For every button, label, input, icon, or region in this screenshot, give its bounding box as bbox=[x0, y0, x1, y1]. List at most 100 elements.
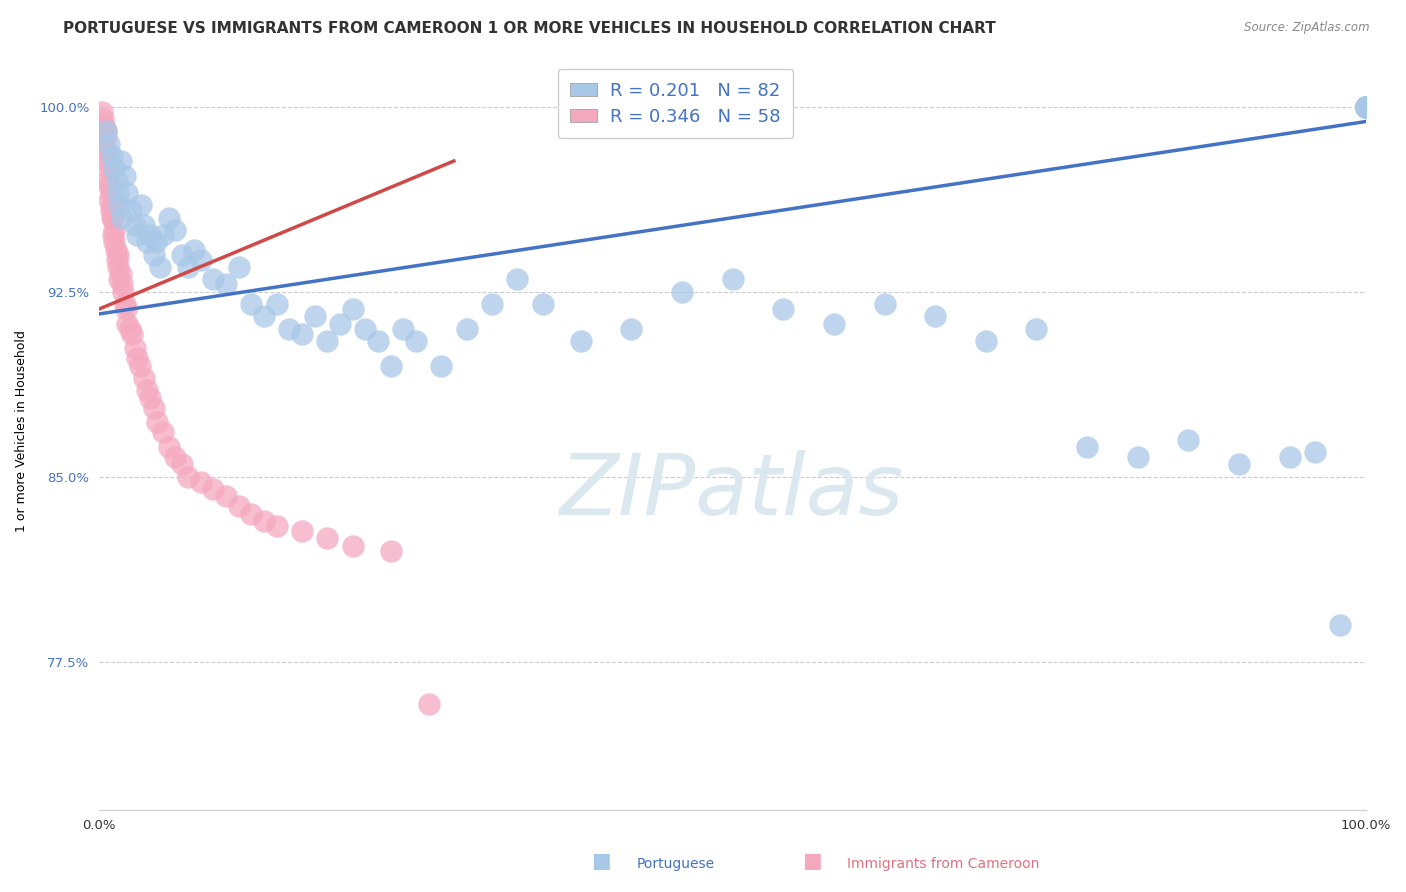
Point bbox=[342, 301, 364, 316]
Legend: R = 0.201   N = 82, R = 0.346   N = 58: R = 0.201 N = 82, R = 0.346 N = 58 bbox=[558, 69, 793, 138]
Point bbox=[202, 272, 225, 286]
Point bbox=[111, 277, 134, 292]
Point bbox=[120, 203, 142, 218]
Point bbox=[1177, 433, 1199, 447]
Point bbox=[1303, 445, 1326, 459]
Point bbox=[1354, 100, 1376, 114]
Point bbox=[114, 169, 136, 183]
Point bbox=[367, 334, 389, 348]
Point bbox=[129, 198, 152, 212]
Point bbox=[96, 153, 118, 168]
Point bbox=[228, 260, 250, 274]
Point bbox=[136, 235, 159, 250]
Point bbox=[165, 450, 187, 464]
Point bbox=[620, 322, 643, 336]
Point bbox=[100, 186, 122, 200]
Point bbox=[93, 136, 115, 151]
Point bbox=[91, 112, 114, 126]
Point bbox=[101, 198, 124, 212]
Point bbox=[569, 334, 592, 348]
Point bbox=[132, 371, 155, 385]
Point bbox=[228, 500, 250, 514]
Point bbox=[177, 469, 200, 483]
Point bbox=[103, 235, 125, 250]
Point bbox=[1126, 450, 1149, 464]
Point bbox=[215, 277, 238, 292]
Point bbox=[1354, 100, 1376, 114]
Point bbox=[104, 243, 127, 257]
Point bbox=[1354, 100, 1376, 114]
Point bbox=[1354, 100, 1376, 114]
Point bbox=[107, 248, 129, 262]
Point bbox=[98, 136, 121, 151]
Point bbox=[266, 297, 288, 311]
Text: PORTUGUESE VS IMMIGRANTS FROM CAMEROON 1 OR MORE VEHICLES IN HOUSEHOLD CORRELATI: PORTUGUESE VS IMMIGRANTS FROM CAMEROON 1… bbox=[63, 21, 995, 36]
Point bbox=[98, 194, 121, 208]
Point bbox=[266, 519, 288, 533]
Point bbox=[101, 227, 124, 242]
Point bbox=[304, 310, 326, 324]
Point bbox=[240, 507, 263, 521]
Y-axis label: 1 or more Vehicles in Household: 1 or more Vehicles in Household bbox=[15, 330, 28, 532]
Point bbox=[873, 297, 896, 311]
Point bbox=[97, 161, 120, 176]
Point bbox=[380, 543, 402, 558]
Point bbox=[772, 301, 794, 316]
Point bbox=[115, 186, 138, 200]
Point bbox=[108, 198, 131, 212]
Text: ZIPatlas: ZIPatlas bbox=[561, 450, 904, 533]
Point bbox=[1354, 100, 1376, 114]
Point bbox=[121, 326, 143, 341]
Point bbox=[112, 285, 135, 299]
Point bbox=[105, 252, 128, 267]
Point bbox=[101, 149, 124, 163]
Point bbox=[823, 317, 845, 331]
Point bbox=[103, 223, 125, 237]
Point bbox=[278, 322, 301, 336]
Point bbox=[152, 227, 174, 242]
Point bbox=[128, 359, 150, 373]
Point bbox=[157, 440, 180, 454]
Point bbox=[105, 174, 128, 188]
Point bbox=[1025, 322, 1047, 336]
Point bbox=[456, 322, 478, 336]
Point bbox=[110, 268, 132, 282]
Point bbox=[291, 524, 314, 538]
Point bbox=[111, 211, 134, 225]
Point bbox=[506, 272, 529, 286]
Point bbox=[354, 322, 377, 336]
Point bbox=[107, 260, 129, 274]
Point bbox=[1354, 100, 1376, 114]
Point bbox=[671, 285, 693, 299]
Point bbox=[97, 174, 120, 188]
Point bbox=[1278, 450, 1301, 464]
Point bbox=[481, 297, 503, 311]
Point bbox=[127, 351, 149, 366]
Point bbox=[110, 153, 132, 168]
Point bbox=[142, 401, 165, 415]
Point bbox=[1354, 100, 1376, 114]
Text: ■: ■ bbox=[801, 851, 823, 871]
Point bbox=[145, 235, 167, 250]
Point bbox=[1354, 100, 1376, 114]
Point bbox=[531, 297, 554, 311]
Point bbox=[107, 186, 129, 200]
Point bbox=[183, 243, 205, 257]
Point bbox=[157, 211, 180, 225]
Point bbox=[974, 334, 997, 348]
Text: Portuguese: Portuguese bbox=[636, 856, 714, 871]
Point bbox=[190, 252, 212, 267]
Point bbox=[1354, 100, 1376, 114]
Point bbox=[1227, 458, 1250, 472]
Text: Source: ZipAtlas.com: Source: ZipAtlas.com bbox=[1244, 21, 1369, 34]
Point bbox=[142, 248, 165, 262]
Point bbox=[316, 334, 339, 348]
Point bbox=[124, 218, 146, 232]
Point bbox=[215, 490, 238, 504]
Point bbox=[1354, 100, 1376, 114]
Point bbox=[132, 218, 155, 232]
Point bbox=[90, 104, 112, 119]
Point bbox=[96, 144, 118, 158]
Point bbox=[124, 342, 146, 356]
Point bbox=[1354, 100, 1376, 114]
